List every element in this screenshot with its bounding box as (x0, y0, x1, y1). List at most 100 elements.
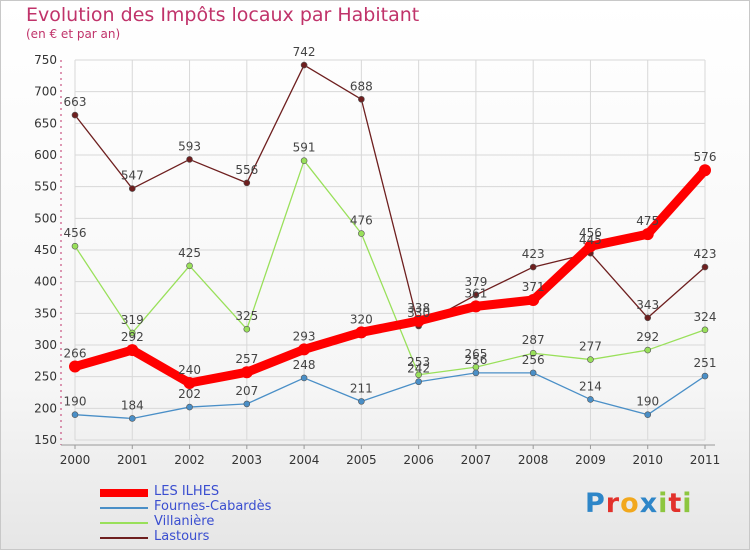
data-point (69, 360, 81, 373)
legend-label: Villanière (154, 514, 215, 529)
data-point (71, 411, 79, 418)
data-label: 214 (579, 379, 602, 393)
y-tick-label: 300 (34, 338, 57, 352)
data-point (641, 228, 654, 241)
data-point (186, 403, 193, 411)
x-tick-label: 2002 (174, 453, 205, 467)
data-label: 456 (64, 226, 87, 240)
logo-letter: r (605, 488, 621, 519)
data-label: 184 (121, 398, 144, 412)
data-point (183, 377, 196, 389)
series-line (70, 165, 710, 388)
logo-letter: t (668, 488, 683, 519)
x-tick-label: 2004 (289, 453, 320, 467)
legend-label: LES ILHES (154, 484, 220, 499)
legend-swatch (100, 507, 148, 509)
data-point (412, 314, 425, 327)
chart-subtitle: (en € et par an) (26, 27, 121, 41)
data-label: 576 (694, 150, 717, 164)
data-label: 325 (235, 309, 258, 323)
data-point (527, 294, 540, 307)
data-label: 742 (293, 45, 316, 59)
logo-letter: P (585, 488, 606, 519)
data-label: 242 (407, 362, 430, 376)
data-point (529, 263, 537, 271)
y-tick-label: 400 (34, 275, 57, 289)
data-point (186, 262, 193, 270)
y-tick-label: 200 (34, 401, 57, 415)
data-point (71, 242, 79, 250)
chart-title: Evolution des Impôts locaux par Habitant (26, 4, 420, 26)
data-point (240, 366, 253, 379)
data-point (644, 411, 652, 418)
data-point (358, 230, 365, 237)
proxiti-logo: Proxiti (585, 488, 693, 519)
x-tick-label: 2006 (403, 453, 434, 467)
data-label: 265 (464, 347, 487, 361)
data-point (71, 111, 79, 119)
data-point (128, 185, 136, 192)
data-label: 253 (407, 355, 430, 369)
data-label: 593 (178, 139, 201, 153)
y-tick-label: 450 (34, 243, 57, 257)
series-line (74, 64, 706, 327)
data-label: 248 (293, 358, 316, 372)
logo-letter: o (620, 488, 640, 519)
data-label: 361 (464, 286, 487, 300)
data-label: 292 (636, 330, 659, 344)
data-label: 190 (64, 395, 87, 409)
data-point (701, 326, 709, 334)
data-label: 371 (522, 280, 545, 294)
data-label: 423 (694, 247, 717, 261)
data-point (529, 349, 537, 357)
data-point (415, 378, 422, 386)
data-label: 423 (522, 247, 545, 261)
data-label: 330 (407, 306, 430, 320)
data-label: 476 (350, 214, 373, 228)
data-label: 343 (636, 298, 659, 312)
data-label: 338 (407, 301, 430, 315)
data-point (472, 291, 480, 299)
data-point (126, 344, 139, 357)
data-point (587, 396, 594, 403)
data-label: 251 (694, 356, 717, 370)
data-label: 319 (121, 313, 144, 327)
y-tick-label: 600 (34, 148, 57, 162)
data-label: 256 (522, 353, 545, 367)
data-label: 320 (350, 312, 373, 326)
x-tick-label: 2010 (632, 453, 663, 467)
data-point (415, 371, 422, 379)
data-point (469, 300, 482, 313)
data-point (358, 95, 365, 103)
data-point (699, 164, 711, 177)
data-point (644, 314, 652, 322)
y-tick-label: 500 (34, 211, 57, 225)
x-tick-label: 2011 (690, 453, 721, 467)
y-tick-label: 650 (34, 116, 57, 130)
x-tick-label: 2003 (232, 453, 263, 467)
logo-letter: i (682, 488, 693, 519)
data-point (243, 400, 251, 408)
data-point (300, 374, 308, 382)
data-point (587, 356, 594, 363)
data-label: 266 (64, 347, 87, 361)
x-tick-label: 2001 (117, 453, 148, 467)
x-tick-label: 2005 (346, 453, 377, 467)
data-label: 445 (579, 233, 602, 247)
data-label: 240 (178, 363, 201, 377)
data-label: 591 (293, 141, 316, 155)
data-point (300, 157, 308, 164)
data-label: 257 (235, 352, 258, 366)
series-line (74, 372, 706, 420)
x-tick-label: 2008 (518, 453, 549, 467)
data-label: 211 (350, 381, 373, 395)
data-label: 556 (235, 163, 258, 177)
data-point (584, 240, 597, 253)
data-label: 379 (464, 275, 487, 289)
legend-swatch (100, 537, 148, 539)
data-point (243, 325, 251, 333)
data-label: 475 (636, 214, 659, 228)
data-label: 190 (636, 395, 659, 409)
data-point (243, 179, 251, 187)
